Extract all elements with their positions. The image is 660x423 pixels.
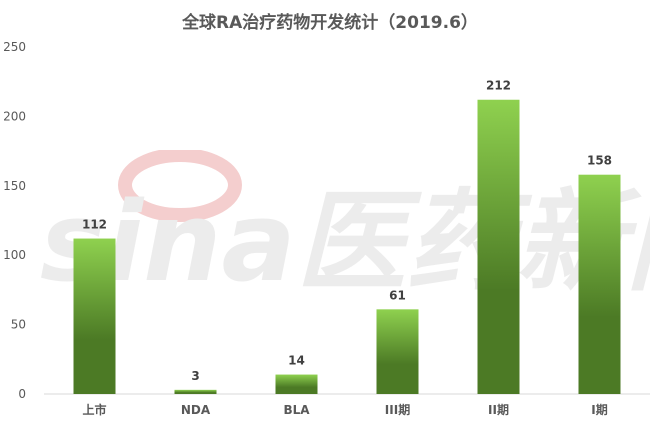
x-tick-label: III期 xyxy=(385,402,410,417)
bar-1 xyxy=(174,389,217,394)
bar-0 xyxy=(73,238,116,394)
x-tick-label: BLA xyxy=(283,403,310,417)
y-tick-label: 100 xyxy=(3,248,26,262)
data-label: 61 xyxy=(389,288,406,302)
bar-3 xyxy=(376,309,419,394)
x-tick-label: II期 xyxy=(488,402,509,417)
y-tick-label: 200 xyxy=(3,109,26,123)
y-tick-label: 150 xyxy=(3,179,26,193)
chart-title: 全球RA治疗药物开发统计（2019.6） xyxy=(182,13,478,33)
x-tick-label: I期 xyxy=(591,402,607,417)
y-tick-label: 250 xyxy=(3,40,26,54)
bar-4 xyxy=(477,99,520,394)
data-label: 14 xyxy=(288,354,305,368)
x-tick-label: NDA xyxy=(181,403,211,417)
y-tick-label: 50 xyxy=(11,318,26,332)
data-label: 3 xyxy=(191,369,199,383)
x-tick-label: 上市 xyxy=(82,402,106,417)
data-label: 112 xyxy=(82,218,107,232)
bar-5 xyxy=(578,174,621,394)
bar-2 xyxy=(275,374,318,394)
y-tick-label: 0 xyxy=(18,387,26,401)
data-label: 158 xyxy=(587,154,612,168)
data-label: 212 xyxy=(486,79,511,93)
